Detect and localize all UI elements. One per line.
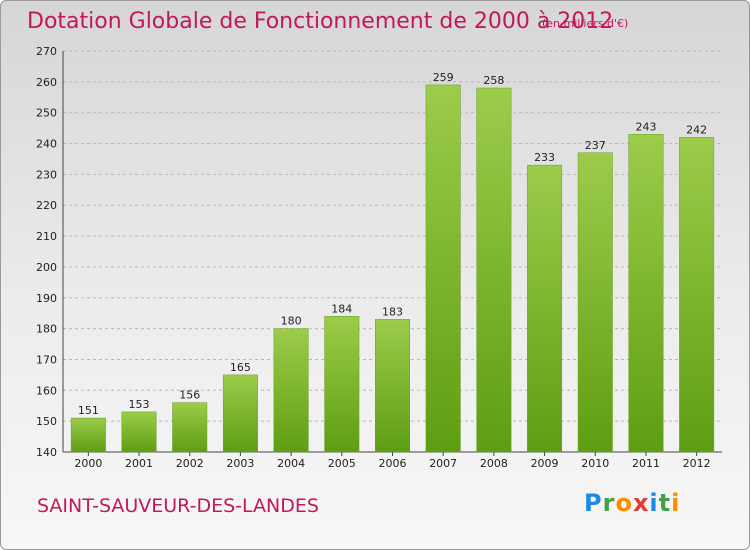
- labels: 140 150 160 170 180 190 200 210 220 230 240 250 260 2…: [36, 45, 711, 470]
- x-tick-label: 2002: [176, 457, 204, 470]
- value-label: 165: [230, 361, 251, 374]
- logo-letter: r: [602, 489, 616, 517]
- x-tick-label: 2007: [429, 457, 457, 470]
- value-label: 153: [129, 398, 150, 411]
- bar-2003: [222, 374, 258, 453]
- value-label: 156: [179, 389, 200, 402]
- y-tick-label: 140: [36, 446, 57, 459]
- y-tick-label: 170: [36, 353, 57, 366]
- x-tick-label: 2006: [379, 457, 407, 470]
- bar-2000: [70, 417, 106, 453]
- y-tick-label: 210: [36, 230, 57, 243]
- y-tick-label: 160: [36, 384, 57, 397]
- x-tick-label: 2000: [74, 457, 102, 470]
- bar-2008: [476, 87, 512, 453]
- x-tick-label: 2009: [531, 457, 559, 470]
- value-label: 259: [433, 71, 454, 84]
- y-tick-label: 240: [36, 138, 57, 151]
- x-tick-label: 2001: [125, 457, 153, 470]
- value-label: 242: [686, 123, 707, 136]
- logo-letter: P: [584, 489, 603, 517]
- bar-2007: [425, 84, 461, 453]
- y-tick-label: 180: [36, 323, 57, 336]
- bar-2005: [324, 316, 360, 453]
- bar-2001: [121, 411, 157, 453]
- proxiti-logo: Proxiti: [584, 489, 680, 517]
- x-tick-label: 2004: [277, 457, 305, 470]
- bar-2002: [172, 402, 208, 453]
- x-tick-label: 2003: [226, 457, 254, 470]
- bar-2010: [577, 152, 613, 453]
- bars: [70, 84, 715, 453]
- logo-letter: t: [658, 489, 672, 517]
- x-tick-label: 2008: [480, 457, 508, 470]
- value-label: 183: [382, 305, 403, 318]
- value-label: 180: [281, 315, 302, 328]
- x-tick-label: 2005: [328, 457, 356, 470]
- y-tick-label: 260: [36, 76, 57, 89]
- logo-letter: i: [671, 489, 681, 517]
- logo-letter: x: [632, 489, 650, 517]
- bar-2012: [679, 137, 715, 453]
- x-tick-label: 2012: [683, 457, 711, 470]
- y-tick-label: 220: [36, 199, 57, 212]
- logo-letter: i: [649, 489, 659, 517]
- value-label: 233: [534, 151, 555, 164]
- x-tick-label: 2011: [632, 457, 660, 470]
- bar-2006: [375, 319, 410, 453]
- y-tick-label: 190: [36, 292, 57, 305]
- y-tick-label: 250: [36, 107, 57, 120]
- value-label: 184: [331, 302, 352, 315]
- x-tick-label: 2010: [581, 457, 609, 470]
- y-tick-label: 200: [36, 261, 57, 274]
- value-label: 237: [585, 139, 606, 152]
- bar-2011: [628, 134, 664, 453]
- value-label: 151: [78, 404, 99, 417]
- unit-note: (en milliers d'€): [542, 17, 629, 30]
- value-label: 258: [483, 74, 504, 87]
- y-tick-label: 150: [36, 415, 57, 428]
- city-name: SAINT-SAUVEUR-DES-LANDES: [37, 495, 319, 517]
- y-tick-label: 230: [36, 168, 57, 181]
- chart-title: Dotation Globale de Fonctionnement de 20…: [27, 9, 614, 34]
- y-tick-label: 270: [36, 45, 57, 58]
- value-label: 243: [635, 120, 656, 133]
- bar-2004: [273, 328, 309, 453]
- logo-letter: o: [615, 489, 633, 517]
- bar-2009: [527, 164, 563, 453]
